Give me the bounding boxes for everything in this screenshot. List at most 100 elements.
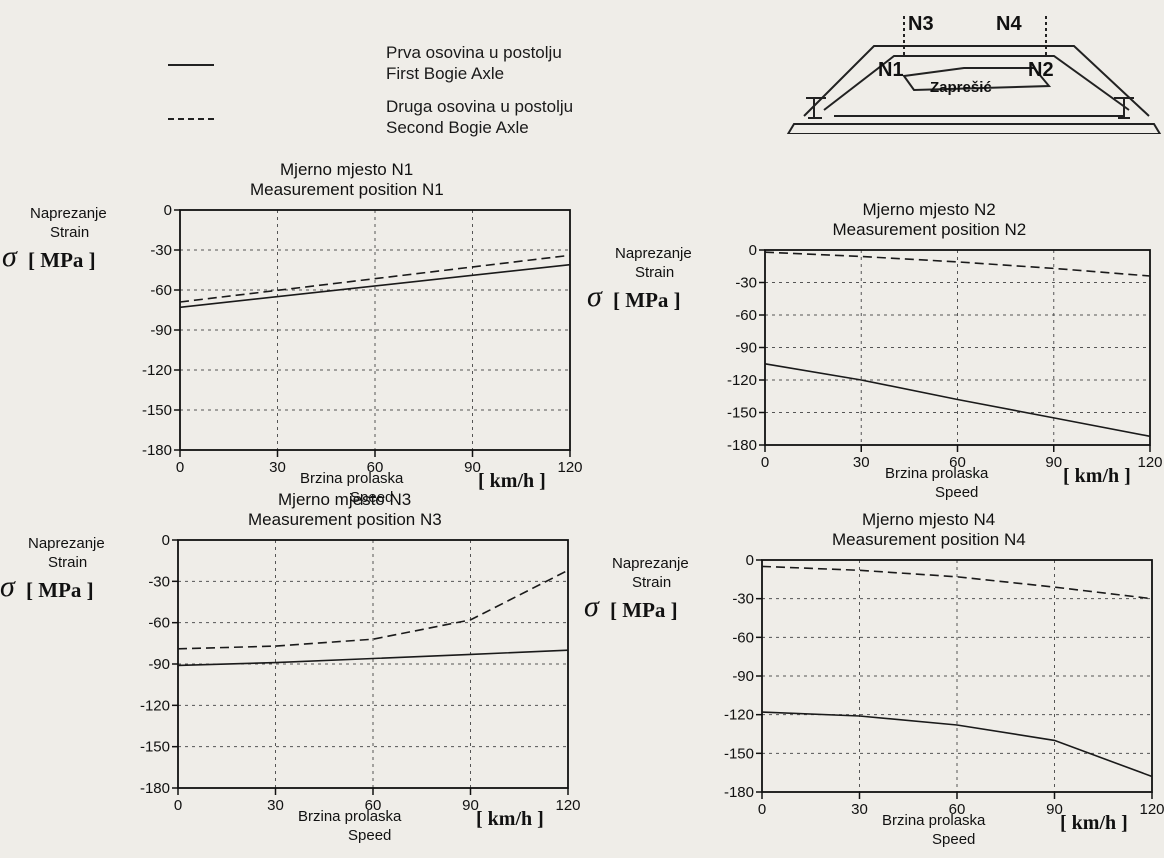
- diagram-label-station: Zaprešić: [930, 79, 992, 96]
- y-label-hr: Naprezanje: [612, 555, 689, 572]
- y-tick-label: -90: [732, 668, 754, 685]
- diagram-label-n4: N4: [996, 13, 1022, 35]
- x-tick-label: 30: [851, 801, 868, 818]
- x-tick-label: 120: [555, 797, 580, 814]
- sigma-symbol: σ: [2, 240, 17, 273]
- diagram-label-n2: N2: [1028, 59, 1054, 81]
- y-unit-label: [ MPa ]: [28, 248, 96, 272]
- y-tick-label: -90: [150, 322, 172, 339]
- x-tick-label: 120: [557, 459, 582, 476]
- x-tick-label: 0: [758, 801, 766, 818]
- x-label-hr: Brzina prolaska: [298, 808, 402, 825]
- x-tick-label: 60: [949, 801, 966, 818]
- legend-solid-swatch: [168, 64, 214, 66]
- x-tick-label: 120: [1137, 454, 1162, 471]
- y-tick-label: -120: [140, 697, 170, 714]
- y-label-hr: Naprezanje: [615, 245, 692, 262]
- legend-dashed-swatch: [168, 118, 214, 120]
- y-unit-label: [ MPa ]: [26, 578, 94, 602]
- y-tick-label: -30: [732, 591, 754, 608]
- series-line-first-axle: [177, 649, 569, 667]
- legend-first-en: First Bogie Axle: [386, 64, 505, 83]
- series-line-first-axle: [179, 263, 571, 309]
- y-tick-label: 0: [164, 202, 172, 219]
- x-tick-label: 120: [1139, 801, 1164, 818]
- y-tick-label: -120: [727, 372, 757, 389]
- y-unit-label: [ MPa ]: [613, 288, 681, 312]
- x-label-en: Speed: [935, 484, 979, 501]
- x-label-hr: Brzina prolaska: [300, 470, 404, 487]
- chart-title-en: Measurement position N3: [248, 510, 442, 529]
- y-tick-label: -180: [727, 437, 757, 454]
- y-tick-label: -60: [148, 615, 170, 632]
- x-tick-label: 0: [761, 454, 769, 471]
- x-tick-label: 0: [174, 797, 182, 814]
- chart-title-en: Measurement position N4: [832, 530, 1026, 549]
- diagram-label-n1: N1: [878, 59, 904, 81]
- y-tick-label: -90: [735, 340, 757, 357]
- legend-first-hr: Prva osovina u postolju: [386, 43, 562, 62]
- y-unit-label: [ MPa ]: [610, 598, 678, 622]
- x-tick-label: 90: [1045, 454, 1062, 471]
- x-tick-label: 60: [949, 454, 966, 471]
- y-tick-label: -60: [732, 629, 754, 646]
- x-label-en: Speed: [348, 827, 392, 844]
- track-slab: [902, 67, 1052, 92]
- legend-second-en: Second Bogie Axle: [386, 118, 529, 137]
- y-tick-label: -120: [142, 362, 172, 379]
- series-line-second-axle: [761, 565, 1153, 600]
- y-tick-label: -30: [150, 242, 172, 259]
- y-tick-label: -150: [142, 402, 172, 419]
- sigma-symbol: σ: [587, 280, 602, 313]
- y-tick-label: 0: [749, 242, 757, 259]
- y-tick-label: -150: [724, 745, 754, 762]
- x-label-hr: Brzina prolaska: [882, 812, 986, 829]
- y-tick-label: -180: [142, 442, 172, 459]
- x-label-en: Speed: [350, 489, 394, 506]
- series-line-first-axle: [761, 711, 1153, 778]
- left-rail: [806, 97, 826, 119]
- sigma-symbol: σ: [0, 570, 15, 603]
- x-unit-label: [ km/h ]: [1063, 465, 1131, 487]
- legend-item-second-axle: Druga osovina u postolju Second Bogie Ax…: [168, 96, 628, 142]
- y-tick-label: -120: [724, 707, 754, 724]
- chart-title-hr: Mjerno mjesto N3: [278, 490, 412, 509]
- y-tick-label: -30: [735, 275, 757, 292]
- x-tick-label: 30: [269, 459, 286, 476]
- y-tick-label: -60: [735, 307, 757, 324]
- y-tick-label: -90: [148, 656, 170, 673]
- y-label-en: Strain: [632, 574, 672, 591]
- y-label-en: Strain: [48, 554, 88, 571]
- x-tick-label: 90: [1046, 801, 1063, 818]
- x-tick-label: 90: [462, 797, 479, 814]
- y-label-en: Strain: [635, 264, 675, 281]
- right-rail: [1114, 97, 1134, 119]
- y-label-hr: Naprezanje: [28, 535, 105, 552]
- x-tick-label: 90: [464, 459, 481, 476]
- y-tick-label: -150: [727, 405, 757, 422]
- x-tick-label: 0: [176, 459, 184, 476]
- x-label-en: Speed: [932, 831, 976, 848]
- x-tick-label: 30: [267, 797, 284, 814]
- y-tick-label: -150: [140, 739, 170, 756]
- track-sleeper-inner: [823, 55, 1130, 111]
- x-tick-label: 60: [365, 797, 382, 814]
- x-tick-label: 30: [853, 454, 870, 471]
- x-unit-label: [ km/h ]: [478, 470, 546, 492]
- x-unit-label: [ km/h ]: [1060, 812, 1128, 834]
- legend-second-hr: Druga osovina u postolju: [386, 97, 574, 116]
- diagram-label-n3: N3: [908, 13, 934, 35]
- track-cross-section-diagram: N3 N4 N1 N2 Zaprešić: [784, 6, 1164, 135]
- track-diagram-svg: N3 N4 N1 N2 Zaprešić: [786, 13, 1162, 135]
- y-label-hr: Naprezanje: [30, 205, 107, 222]
- y-tick-label: 0: [162, 532, 170, 549]
- series-line-second-axle: [179, 254, 571, 303]
- chart-title-en: Measurement position N2: [832, 220, 1027, 239]
- legend-item-first-axle: Prva osovina u postolju First Bogie Axle: [168, 42, 628, 88]
- legend: Prva osovina u postolju First Bogie Axle…: [168, 42, 628, 142]
- track-sleeper-outline: [803, 45, 1150, 117]
